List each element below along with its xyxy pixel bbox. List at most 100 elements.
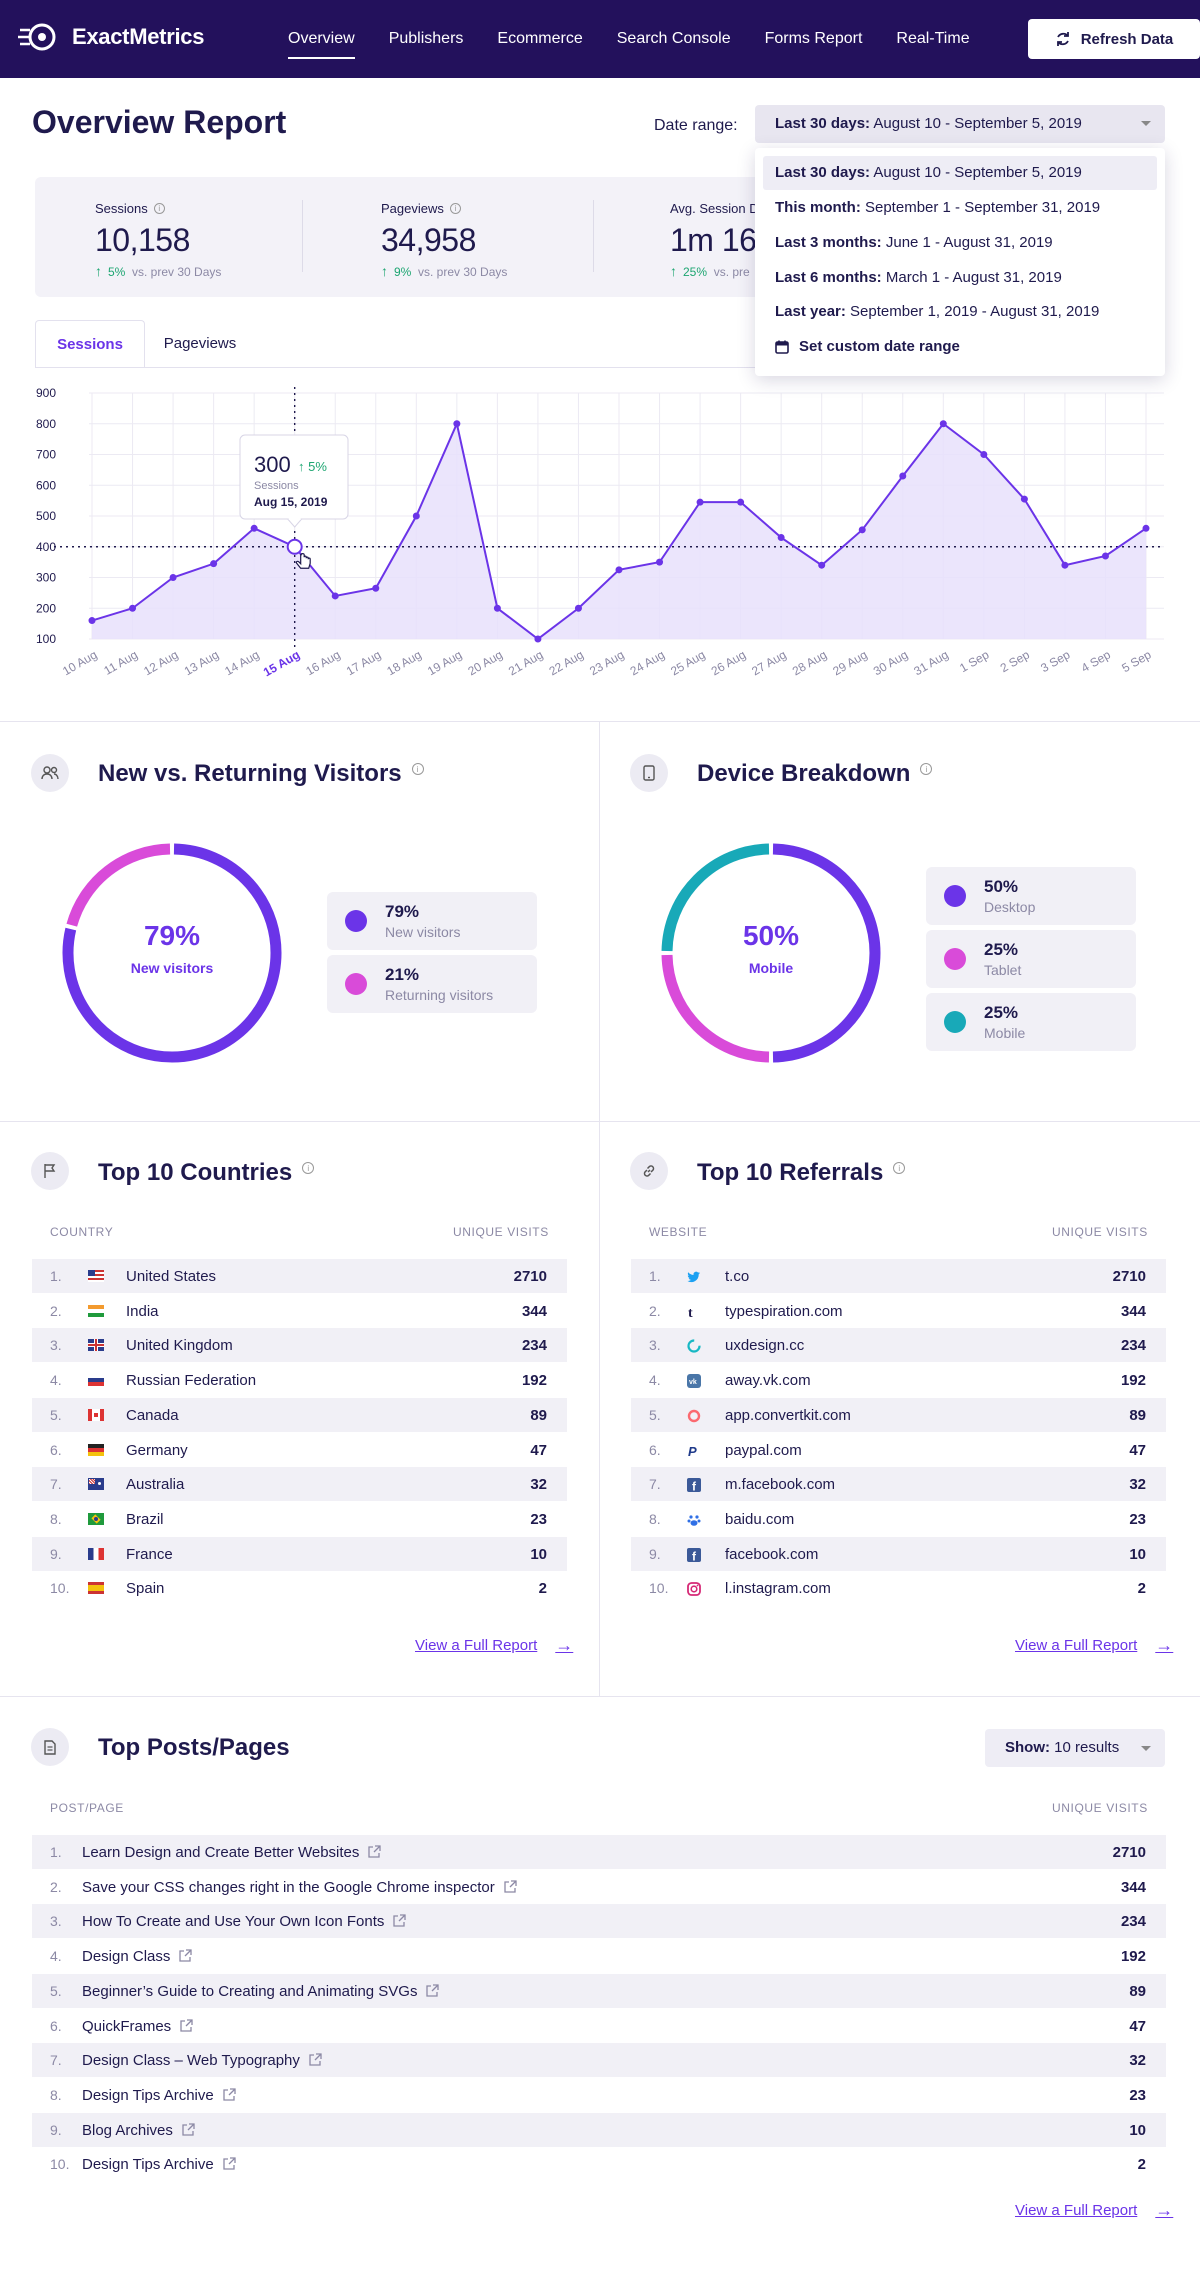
donut-segment-new-visitors[interactable] [62, 843, 282, 1063]
external-link-icon[interactable] [181, 2122, 195, 2137]
info-icon[interactable]: i [302, 1162, 315, 1174]
row-name[interactable]: How To Create and Use Your Own Icon Font… [82, 1913, 407, 1930]
external-link-icon[interactable] [308, 2053, 322, 2067]
external-link-icon[interactable] [222, 2157, 236, 2171]
table-row[interactable]: 3. United Kingdom 234 [32, 1328, 567, 1363]
show-results-select[interactable]: Show: 10 results [985, 1729, 1165, 1767]
table-row[interactable]: 10. Spain 2 [32, 1571, 567, 1605]
info-icon[interactable]: i [893, 1162, 906, 1174]
external-link-icon[interactable] [425, 1984, 440, 1998]
data-point[interactable] [493, 604, 501, 612]
date-option-this-month[interactable]: This month: September 1 - September 31, … [763, 191, 1157, 225]
info-icon[interactable]: i [449, 203, 461, 214]
custom-date-range-option[interactable]: Set custom date range [775, 338, 960, 355]
table-row[interactable]: 9. f facebook.com 10 [631, 1536, 1166, 1571]
info-icon[interactable]: i [153, 203, 165, 214]
table-row[interactable]: 2. t typespiration.com 344 [631, 1294, 1166, 1328]
table-row[interactable]: 1. Learn Design and Create Better Website… [32, 1835, 1166, 1869]
donut-segment-mobile[interactable] [661, 843, 770, 952]
external-link-icon[interactable] [392, 1914, 407, 1928]
date-option-last-3-months[interactable]: Last 3 months: June 1 - August 31, 2019 [763, 226, 1157, 260]
date-option-last-30-days[interactable]: Last 30 days: August 10 - September 5, 2… [763, 156, 1157, 190]
external-link-icon[interactable] [179, 2018, 193, 2033]
countries-full-report-link[interactable]: View a Full Report → [415, 1635, 573, 1656]
table-row[interactable]: 5. Canada 89 [32, 1397, 567, 1432]
logo[interactable]: ExactMetrics [18, 18, 204, 56]
table-row[interactable]: 6. QuickFrames 47 [32, 2009, 1166, 2043]
table-row[interactable]: 2. India 344 [32, 1294, 567, 1328]
external-link-icon[interactable] [503, 1880, 517, 1894]
info-icon[interactable]: i [411, 763, 424, 775]
table-row[interactable]: 5. app.convertkit.com 89 [631, 1397, 1166, 1432]
tab-pageviews[interactable]: Pageviews [163, 335, 237, 352]
nav-overview[interactable]: Overview [288, 0, 355, 78]
date-option-last-year[interactable]: Last year: September 1, 2019 - August 31… [763, 295, 1157, 329]
table-row[interactable]: 8. Brazil 23 [32, 1502, 567, 1536]
row-name[interactable]: Beginner’s Guide to Creating and Animati… [82, 1983, 440, 2000]
data-point[interactable] [574, 604, 582, 612]
table-row[interactable]: 9. Blog Archives 10 [32, 2112, 1166, 2147]
data-point[interactable] [129, 604, 137, 612]
table-row[interactable]: 3. uxdesign.cc 234 [631, 1328, 1166, 1363]
data-point[interactable] [169, 574, 177, 581]
external-link-icon[interactable] [178, 1949, 193, 1963]
data-point[interactable] [899, 472, 907, 480]
nav-ecommerce[interactable]: Ecommerce [497, 30, 583, 47]
nav-real-time[interactable]: Real-Time [896, 30, 970, 47]
table-row[interactable]: 7. Design Class – Web Typography 32 [32, 2043, 1166, 2078]
data-point[interactable] [331, 592, 339, 600]
table-row[interactable]: 4. Russian Federation 192 [32, 1363, 567, 1397]
date-range-select[interactable]: Last 30 days: August 10 - September 5, 2… [755, 105, 1165, 143]
data-point[interactable] [980, 451, 988, 458]
row-name[interactable]: Save your CSS changes right in the Googl… [82, 1879, 517, 1896]
table-row[interactable]: 10. Design Tips Archive 2 [32, 2147, 1166, 2181]
data-point[interactable] [88, 617, 96, 625]
table-row[interactable]: 10. l.instagram.com 2 [631, 1571, 1166, 1605]
nav-publishers[interactable]: Publishers [388, 30, 464, 47]
data-point[interactable] [1020, 495, 1028, 503]
table-row[interactable]: 9. France 10 [32, 1536, 567, 1571]
table-row[interactable]: 8. Design Tips Archive 23 [32, 2078, 1166, 2112]
table-row[interactable]: 5. Beginner’s Guide to Creating and Anima… [32, 1973, 1166, 2008]
row-name[interactable]: Learn Design and Create Better Websites [82, 1844, 382, 1861]
table-row[interactable]: 8. baidu.com 23 [631, 1502, 1166, 1536]
table-row[interactable]: 1. t.co 2710 [631, 1259, 1166, 1293]
data-point[interactable] [737, 498, 745, 506]
data-point-highlighted[interactable] [286, 538, 303, 555]
nav-search-console[interactable]: Search Console [616, 30, 731, 47]
data-point[interactable] [656, 558, 664, 566]
table-row[interactable]: 4. Design Class 192 [32, 1939, 1166, 1973]
external-link-icon[interactable] [222, 2088, 236, 2102]
data-point[interactable] [250, 524, 258, 532]
data-point[interactable] [372, 584, 380, 592]
row-name[interactable]: QuickFrames [82, 2018, 193, 2035]
data-point[interactable] [534, 635, 542, 643]
date-option-last-6-months[interactable]: Last 6 months: March 1 - August 31, 2019 [763, 261, 1157, 295]
table-row[interactable]: 7. Australia 32 [32, 1467, 567, 1502]
data-point[interactable] [453, 420, 461, 428]
row-name[interactable]: Blog Archives [82, 2122, 195, 2139]
data-point[interactable] [1061, 561, 1069, 569]
data-point[interactable] [615, 566, 623, 574]
donut-segment-tablet[interactable] [661, 954, 770, 1063]
donut-segment-returning-visitors[interactable] [66, 843, 171, 927]
nav-forms-report[interactable]: Forms Report [764, 30, 863, 47]
data-point[interactable] [858, 526, 866, 534]
refresh-data-button[interactable]: Refresh Data [1028, 19, 1200, 59]
external-link-icon[interactable] [367, 1845, 382, 1859]
row-name[interactable]: Design Class [82, 1948, 193, 1965]
data-point[interactable] [777, 534, 785, 542]
table-row[interactable]: 6. Germany 47 [32, 1433, 567, 1467]
data-point[interactable] [818, 561, 826, 569]
row-name[interactable]: Design Class – Web Typography [82, 2052, 322, 2069]
data-point[interactable] [1101, 552, 1109, 560]
data-point[interactable] [1142, 524, 1150, 532]
table-row[interactable]: 1. United States 2710 [32, 1259, 567, 1293]
table-row[interactable]: 2. Save your CSS changes right in the Goo… [32, 1870, 1166, 1904]
table-row[interactable]: 7. f m.facebook.com 32 [631, 1467, 1166, 1502]
table-row[interactable]: 3. How To Create and Use Your Own Icon Fo… [32, 1904, 1166, 1939]
info-icon[interactable]: i [920, 763, 933, 775]
row-name[interactable]: Design Tips Archive [82, 2156, 236, 2173]
data-point[interactable] [696, 498, 704, 506]
